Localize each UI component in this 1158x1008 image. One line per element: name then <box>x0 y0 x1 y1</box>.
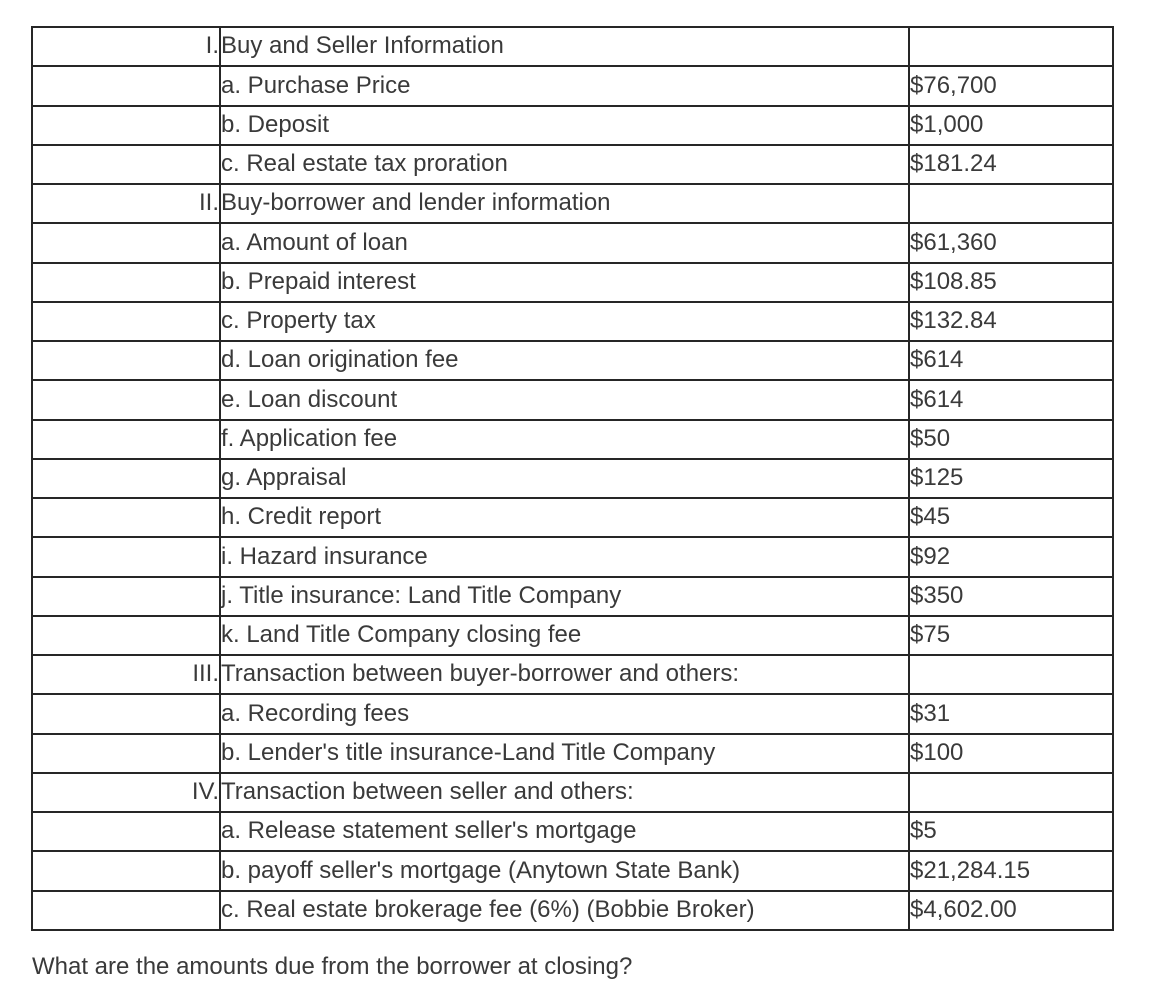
amount-cell <box>908 771 1114 814</box>
table-row: a. Purchase Price $76,700 <box>31 65 1114 107</box>
section-numeral-cell <box>31 379 221 421</box>
table-row: c. Real estate brokerage fee (6%) (Bobbi… <box>31 889 1114 931</box>
table-row: c. Real estate tax proration $181.24 <box>31 143 1114 186</box>
closing-statement-rows: I. Buy and Seller Information a. Purchas… <box>31 25 1114 931</box>
section-numeral-cell <box>31 339 221 382</box>
amount-cell: $125 <box>908 457 1114 500</box>
section-numeral-cell <box>31 614 221 657</box>
table-row: a. Recording fees $31 <box>31 693 1114 735</box>
section-numeral-cell <box>31 65 221 107</box>
amount-cell: $92 <box>908 536 1114 578</box>
description-cell: a. Amount of loan <box>219 222 910 264</box>
table-row: III. Transaction between buyer-borrower … <box>31 653 1114 696</box>
section-numeral-cell <box>31 850 221 892</box>
closing-statement-table: I. Buy and Seller Information a. Purchas… <box>31 25 1114 931</box>
table-row: j. Title insurance: Land Title Company $… <box>31 575 1114 617</box>
section-numeral-cell <box>31 889 221 931</box>
section-numeral-cell <box>31 732 221 774</box>
amount-cell: $76,700 <box>908 65 1114 107</box>
section-numeral-cell: I. <box>31 25 221 68</box>
description-cell: a. Purchase Price <box>219 65 910 107</box>
description-cell: i. Hazard insurance <box>219 536 910 578</box>
table-row: b. Deposit $1,000 <box>31 104 1114 146</box>
table-row: f. Application fee $50 <box>31 418 1114 460</box>
description-cell: g. Appraisal <box>219 457 910 500</box>
description-cell: b. Lender's title insurance-Land Title C… <box>219 732 910 774</box>
amount-cell: $1,000 <box>908 104 1114 146</box>
amount-cell: $614 <box>908 339 1114 382</box>
amount-cell: $108.85 <box>908 261 1114 303</box>
description-cell: Transaction between seller and others: <box>219 771 910 814</box>
description-cell: h. Credit report <box>219 496 910 539</box>
section-numeral-cell <box>31 810 221 853</box>
table-row: II. Buy-borrower and lender information <box>31 182 1114 225</box>
section-numeral-cell <box>31 222 221 264</box>
description-cell: c. Real estate brokerage fee (6%) (Bobbi… <box>219 889 910 931</box>
description-cell: j. Title insurance: Land Title Company <box>219 575 910 617</box>
section-numeral-cell <box>31 693 221 735</box>
section-numeral-cell <box>31 104 221 146</box>
amount-cell: $61,360 <box>908 222 1114 264</box>
section-numeral-cell <box>31 496 221 539</box>
description-cell: d. Loan origination fee <box>219 339 910 382</box>
table-row: h. Credit report $45 <box>31 496 1114 539</box>
table-row: I. Buy and Seller Information <box>31 25 1114 68</box>
table-row: d. Loan origination fee $614 <box>31 339 1114 382</box>
section-numeral-cell <box>31 418 221 460</box>
amount-cell: $31 <box>908 693 1114 735</box>
section-numeral-cell: III. <box>31 653 221 696</box>
table-row: b. Lender's title insurance-Land Title C… <box>31 732 1114 774</box>
amount-cell: $181.24 <box>908 143 1114 186</box>
table-row: IV. Transaction between seller and other… <box>31 771 1114 814</box>
amount-cell: $21,284.15 <box>908 850 1114 892</box>
description-cell: k. Land Title Company closing fee <box>219 614 910 657</box>
section-numeral-cell <box>31 575 221 617</box>
description-cell: c. Property tax <box>219 300 910 343</box>
amount-cell: $4,602.00 <box>908 889 1114 931</box>
section-numeral-cell <box>31 300 221 343</box>
table-row: e. Loan discount $614 <box>31 379 1114 421</box>
table-row: i. Hazard insurance $92 <box>31 536 1114 578</box>
amount-cell: $100 <box>908 732 1114 774</box>
amount-cell: $350 <box>908 575 1114 617</box>
table-row: a. Amount of loan $61,360 <box>31 222 1114 264</box>
amount-cell: $5 <box>908 810 1114 853</box>
description-cell: Transaction between buyer-borrower and o… <box>219 653 910 696</box>
section-numeral-cell <box>31 457 221 500</box>
description-cell: b. Deposit <box>219 104 910 146</box>
table-row: c. Property tax $132.84 <box>31 300 1114 343</box>
table-row: b. payoff seller's mortgage (Anytown Sta… <box>31 850 1114 892</box>
description-cell: a. Recording fees <box>219 693 910 735</box>
amount-cell <box>908 653 1114 696</box>
section-numeral-cell: IV. <box>31 771 221 814</box>
description-cell: a. Release statement seller's mortgage <box>219 810 910 853</box>
section-numeral-cell <box>31 261 221 303</box>
section-numeral-cell <box>31 143 221 186</box>
amount-cell: $614 <box>908 379 1114 421</box>
description-cell: f. Application fee <box>219 418 910 460</box>
description-cell: b. Prepaid interest <box>219 261 910 303</box>
description-cell: Buy and Seller Information <box>219 25 910 68</box>
amount-cell <box>908 182 1114 225</box>
amount-cell: $75 <box>908 614 1114 657</box>
description-cell: e. Loan discount <box>219 379 910 421</box>
table-row: g. Appraisal $125 <box>31 457 1114 500</box>
amount-cell: $132.84 <box>908 300 1114 343</box>
question-text: What are the amounts due from the borrow… <box>32 953 633 980</box>
section-numeral-cell: II. <box>31 182 221 225</box>
amount-cell <box>908 25 1114 68</box>
table-row: b. Prepaid interest $108.85 <box>31 261 1114 303</box>
amount-cell: $50 <box>908 418 1114 460</box>
amount-cell: $45 <box>908 496 1114 539</box>
description-cell: c. Real estate tax proration <box>219 143 910 186</box>
section-numeral-cell <box>31 536 221 578</box>
table-row: a. Release statement seller's mortgage $… <box>31 810 1114 853</box>
description-cell: b. payoff seller's mortgage (Anytown Sta… <box>219 850 910 892</box>
table-row: k. Land Title Company closing fee $75 <box>31 614 1114 657</box>
description-cell: Buy-borrower and lender information <box>219 182 910 225</box>
